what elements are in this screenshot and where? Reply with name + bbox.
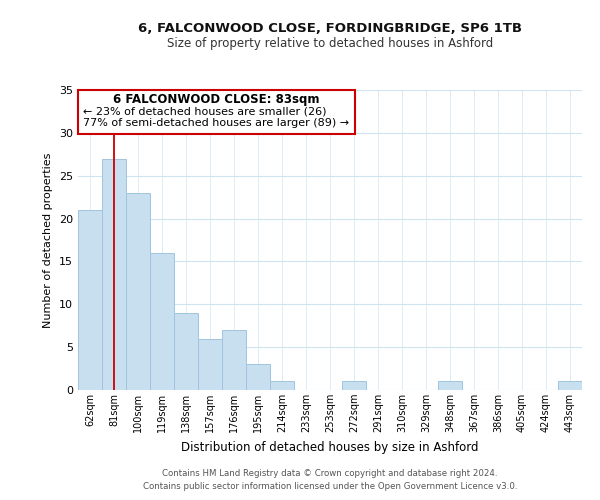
Bar	[150, 253, 174, 390]
Text: 6 FALCONWOOD CLOSE: 83sqm: 6 FALCONWOOD CLOSE: 83sqm	[113, 93, 320, 106]
Bar	[270, 382, 294, 390]
Bar	[558, 382, 582, 390]
FancyBboxPatch shape	[78, 90, 355, 134]
Bar	[102, 158, 126, 390]
Bar	[438, 382, 462, 390]
Y-axis label: Number of detached properties: Number of detached properties	[43, 152, 53, 328]
Bar	[126, 193, 150, 390]
Text: Size of property relative to detached houses in Ashford: Size of property relative to detached ho…	[167, 38, 493, 51]
Bar	[342, 382, 366, 390]
Bar	[78, 210, 102, 390]
Bar	[174, 313, 198, 390]
Text: 6, FALCONWOOD CLOSE, FORDINGBRIDGE, SP6 1TB: 6, FALCONWOOD CLOSE, FORDINGBRIDGE, SP6 …	[138, 22, 522, 36]
Bar	[246, 364, 270, 390]
Text: ← 23% of detached houses are smaller (26): ← 23% of detached houses are smaller (26…	[83, 106, 326, 117]
X-axis label: Distribution of detached houses by size in Ashford: Distribution of detached houses by size …	[181, 440, 479, 454]
Bar	[198, 338, 222, 390]
Text: 77% of semi-detached houses are larger (89) →: 77% of semi-detached houses are larger (…	[83, 118, 349, 128]
Text: Contains public sector information licensed under the Open Government Licence v3: Contains public sector information licen…	[143, 482, 517, 491]
Text: Contains HM Land Registry data © Crown copyright and database right 2024.: Contains HM Land Registry data © Crown c…	[162, 468, 498, 477]
Bar	[222, 330, 246, 390]
